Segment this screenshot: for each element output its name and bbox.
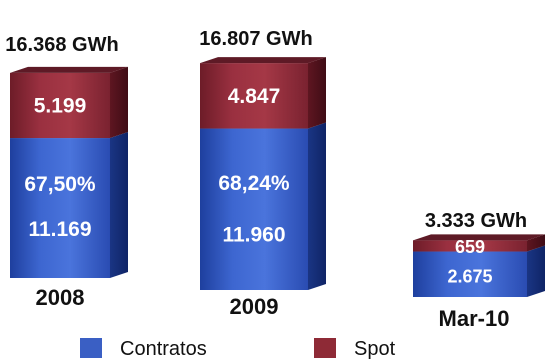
label-spot-Mar-10: 659 (455, 237, 485, 257)
bar-contratos-Mar-10 (413, 251, 527, 297)
label-total-2009: 16.807 GWh (199, 28, 312, 50)
label-contratos-2009: 11.960 (222, 224, 285, 247)
bar-spot-side-2009 (308, 57, 326, 129)
legend-swatch-contratos (80, 338, 102, 358)
legend: Contratos Spot (80, 338, 396, 360)
legend-label-contratos: Contratos (120, 338, 207, 360)
category-label-Mar-10: Mar-10 (439, 306, 510, 331)
label-spot-2009: 4.847 (228, 85, 281, 108)
label-total-2008: 16.368 GWh (5, 34, 118, 56)
bar-group-2009: 4.847 68,24% 11.960 16.807 GWh 2009 (199, 28, 326, 319)
label-contratos-2008: 11.169 (28, 218, 91, 241)
bar-contratos-side-2009 (308, 122, 326, 290)
bar-contratos-2009 (200, 128, 308, 290)
bar-contratos-side-2008 (110, 132, 128, 278)
bar-contratos-side-Mar-10 (527, 245, 545, 297)
legend-swatch-spot (314, 338, 336, 358)
label-total-Mar-10: 3.333 GWh (425, 210, 527, 232)
bar-top-2008 (10, 66, 128, 73)
bar-top-2009 (200, 57, 326, 64)
label-spot-2008: 5.199 (34, 94, 87, 117)
category-label-2008: 2008 (36, 285, 85, 310)
bar-spot-2008 (10, 72, 110, 139)
bar-spot-side-Mar-10 (527, 234, 545, 252)
bars-group: 5.199 67,50% 11.169 16.368 GWh 2008 4.847 68,2… (5, 28, 545, 331)
label-percent-2008: 67,50% (24, 173, 96, 196)
bar-spot-2009 (200, 63, 308, 129)
label-percent-2009: 68,24% (218, 172, 290, 195)
bar-spot-side-2008 (110, 66, 128, 139)
legend-label-spot: Spot (354, 338, 396, 360)
bar-spot-Mar-10 (413, 240, 527, 252)
bar-top-Mar-10 (413, 234, 545, 241)
bar-group-2008: 5.199 67,50% 11.169 16.368 GWh 2008 (5, 34, 128, 310)
bar-group-Mar-10: 659 2.675 3.333 GWh Mar-10 (413, 210, 545, 331)
label-contratos-Mar-10: 2.675 (447, 266, 492, 286)
bar-contratos-2008 (10, 138, 110, 278)
category-label-2009: 2009 (230, 294, 279, 319)
